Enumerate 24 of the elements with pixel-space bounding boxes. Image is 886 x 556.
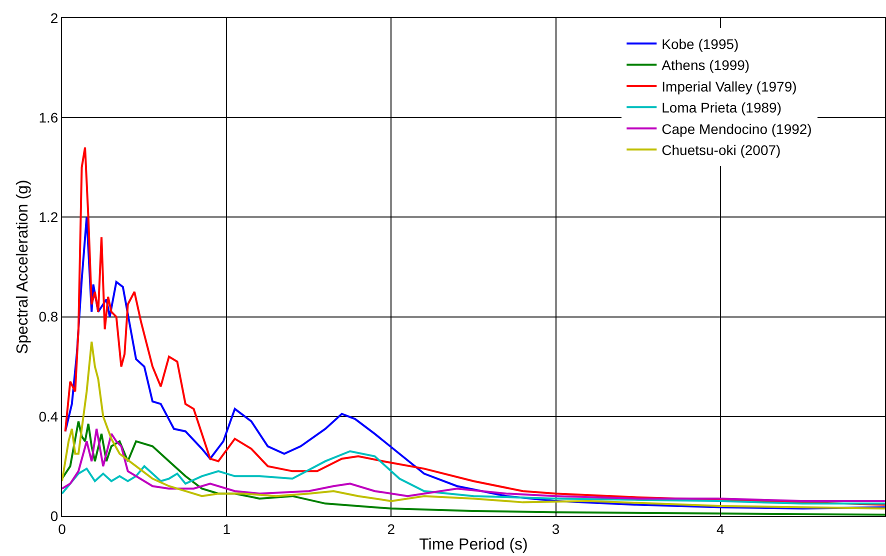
y-tick-label: 1.6 [38,110,58,126]
y-tick-label: 0 [50,508,58,524]
legend-label: Athens (1999) [662,57,750,74]
legend-label: Loma Prieta (1989) [662,100,782,116]
legend-label: Kobe (1995) [662,36,739,52]
line-series [62,340,885,510]
legend-label: Cape Mendocino (1992) [662,120,812,137]
line-series [64,146,885,506]
y-tick-label: 2 [50,10,58,26]
line-series [62,420,885,516]
y-tick-label: 1.2 [38,209,58,226]
x-tick-label: 1 [222,520,231,537]
legend-label: Imperial Valley (1979) [662,78,797,94]
legend-label: Chuetsu-oki (2007) [662,142,781,158]
x-axis-title: Time Period (s) [419,536,528,554]
y-tick-label: 0.4 [38,408,58,424]
y-tick-label: 0.8 [38,308,58,325]
y-axis-title: Spectral Acceleration (g) [14,180,32,354]
x-tick-label: 4 [716,520,724,537]
x-tick-label: 2 [387,520,396,537]
line-series [62,428,885,502]
line-series [64,216,885,510]
x-tick-label: 3 [552,520,560,537]
line-series [62,450,885,505]
